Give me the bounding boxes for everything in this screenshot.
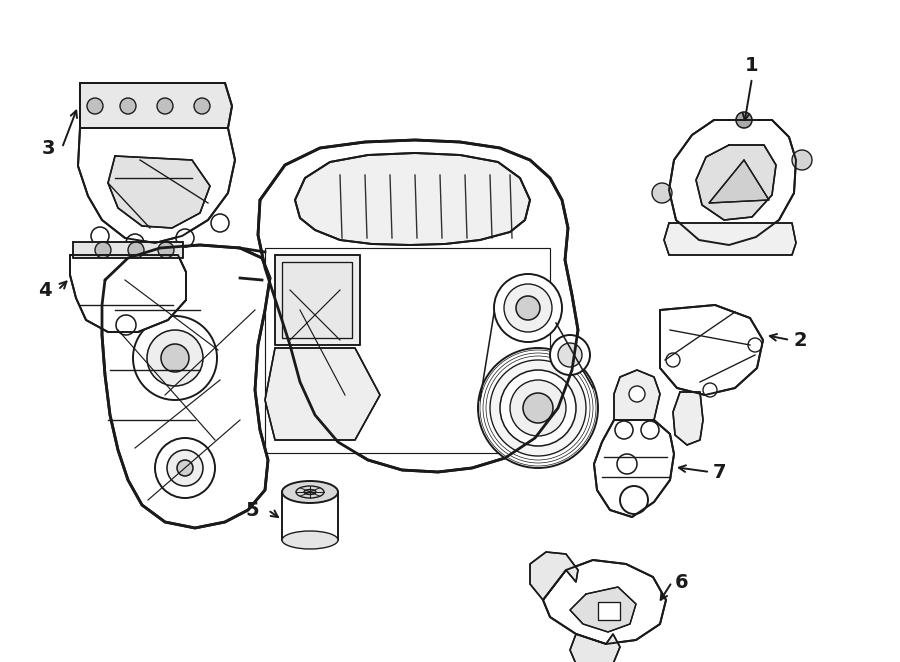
Text: 7: 7 — [713, 463, 727, 481]
Circle shape — [87, 98, 103, 114]
Polygon shape — [660, 305, 763, 395]
Polygon shape — [530, 552, 578, 600]
Circle shape — [158, 242, 174, 258]
Circle shape — [167, 450, 203, 486]
Circle shape — [147, 330, 203, 386]
Circle shape — [157, 98, 173, 114]
Text: 6: 6 — [675, 573, 688, 592]
Circle shape — [116, 315, 136, 335]
Polygon shape — [696, 145, 776, 220]
Circle shape — [736, 112, 752, 128]
Circle shape — [666, 353, 680, 367]
Circle shape — [748, 338, 762, 352]
Circle shape — [95, 242, 111, 258]
Circle shape — [550, 335, 590, 375]
Polygon shape — [543, 560, 666, 644]
Polygon shape — [265, 348, 380, 440]
Circle shape — [161, 344, 189, 372]
Circle shape — [629, 386, 645, 402]
Circle shape — [494, 274, 562, 342]
Circle shape — [91, 227, 109, 245]
Circle shape — [615, 421, 633, 439]
Circle shape — [194, 98, 210, 114]
Circle shape — [792, 150, 812, 170]
Text: 2: 2 — [793, 330, 806, 350]
Circle shape — [478, 348, 598, 468]
Polygon shape — [275, 255, 360, 345]
Circle shape — [652, 183, 672, 203]
Text: 1: 1 — [745, 56, 759, 75]
Circle shape — [641, 421, 659, 439]
Circle shape — [133, 316, 217, 400]
Polygon shape — [295, 153, 530, 245]
Circle shape — [211, 214, 229, 232]
Polygon shape — [70, 255, 186, 332]
Circle shape — [504, 284, 552, 332]
Ellipse shape — [282, 531, 338, 549]
Circle shape — [120, 98, 136, 114]
Circle shape — [516, 296, 540, 320]
Circle shape — [620, 486, 648, 514]
Polygon shape — [282, 262, 352, 338]
Circle shape — [176, 229, 194, 247]
Circle shape — [490, 360, 586, 456]
Circle shape — [177, 460, 193, 476]
Polygon shape — [80, 83, 232, 128]
Text: 4: 4 — [38, 281, 52, 299]
Ellipse shape — [282, 481, 338, 503]
Bar — [265, 248, 550, 453]
Polygon shape — [673, 392, 703, 445]
Text: 5: 5 — [245, 500, 259, 520]
Polygon shape — [594, 420, 674, 517]
Polygon shape — [709, 160, 769, 203]
Circle shape — [155, 438, 215, 498]
Ellipse shape — [304, 489, 316, 495]
Circle shape — [558, 343, 582, 367]
Circle shape — [617, 454, 637, 474]
Circle shape — [523, 393, 553, 423]
Circle shape — [126, 234, 144, 252]
Circle shape — [500, 370, 576, 446]
Polygon shape — [102, 245, 270, 528]
Polygon shape — [73, 242, 183, 258]
Text: 3: 3 — [41, 138, 55, 158]
Polygon shape — [108, 156, 210, 228]
Circle shape — [703, 383, 717, 397]
Polygon shape — [258, 140, 578, 472]
Polygon shape — [598, 602, 620, 620]
Circle shape — [128, 242, 144, 258]
Bar — [282, 492, 338, 540]
Polygon shape — [570, 634, 620, 662]
Polygon shape — [570, 587, 636, 632]
Polygon shape — [664, 223, 796, 255]
Polygon shape — [614, 370, 660, 420]
Polygon shape — [669, 120, 796, 245]
Polygon shape — [78, 128, 235, 243]
Circle shape — [510, 380, 566, 436]
